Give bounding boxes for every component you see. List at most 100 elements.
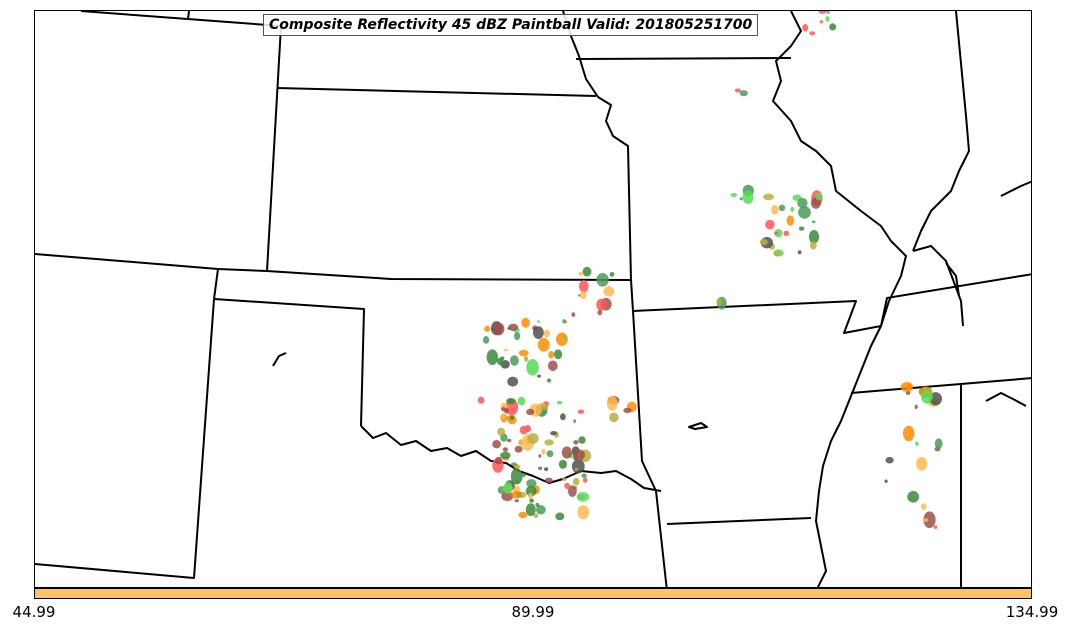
colorbar-tick-label: 134.99 <box>1005 603 1059 621</box>
reflectivity-blob <box>477 396 485 404</box>
reflectivity-blob <box>819 20 824 24</box>
reflectivity-blob <box>582 266 592 277</box>
reflectivity-blob <box>562 477 567 481</box>
reflectivity-blob <box>541 448 546 455</box>
reflectivity-blob <box>798 206 811 219</box>
boundary-line <box>772 11 907 587</box>
reflectivity-blob <box>500 451 511 459</box>
reflectivity-blob <box>765 219 775 230</box>
lake-outline <box>985 392 1027 407</box>
reflectivity-blob <box>558 459 568 469</box>
reflectivity-blob <box>797 250 802 255</box>
reflectivity-blob <box>578 272 583 276</box>
reflectivity-blob <box>574 467 579 471</box>
reflectivity-blob <box>492 440 501 449</box>
reflectivity-blob <box>500 413 506 420</box>
reflectivity-blob <box>546 378 552 383</box>
reflectivity-blob <box>504 408 509 414</box>
reflectivity-blob <box>934 438 943 449</box>
boundary-line <box>80 11 282 27</box>
reflectivity-blob <box>571 459 585 474</box>
boundary-line <box>360 425 662 492</box>
reflectivity-blob <box>511 490 522 499</box>
colorbar-tick-label: 44.99 <box>12 603 56 621</box>
reflectivity-blob <box>523 356 529 362</box>
boundary-line <box>630 273 1031 334</box>
reflectivity-blob <box>504 348 508 352</box>
reflectivity-blob <box>538 454 542 458</box>
boundary-line <box>213 268 219 300</box>
reflectivity-blob <box>526 359 539 376</box>
reflectivity-blob <box>538 466 543 470</box>
reflectivity-blob <box>579 280 589 293</box>
reflectivity-blob <box>544 439 554 446</box>
reflectivity-blob <box>572 477 580 486</box>
boundary-line <box>187 11 190 20</box>
state-boundaries <box>35 11 1031 587</box>
reflectivity-blob <box>597 309 603 316</box>
boundary-line <box>276 87 597 97</box>
boundary-line <box>912 11 970 252</box>
reflectivity-blob <box>510 462 518 467</box>
boundary-line <box>1000 180 1031 197</box>
reflectivity-blob <box>560 413 566 421</box>
reflectivity-blob <box>818 11 827 14</box>
reflectivity-blob <box>514 445 523 453</box>
reflectivity-blob <box>510 415 514 421</box>
reflectivity-blob <box>526 408 535 416</box>
reflectivity-blob <box>790 206 795 212</box>
reflectivity-blob <box>885 456 894 464</box>
reflectivity-blob <box>501 491 514 502</box>
reflectivity-blob <box>506 398 516 405</box>
reflectivity-blob <box>802 24 809 32</box>
reflectivity-blob <box>547 360 558 372</box>
reflectivity-blob <box>535 502 540 507</box>
reflectivity-blob <box>921 389 933 404</box>
reflectivity-blob <box>518 349 529 357</box>
reflectivity-blob <box>533 513 539 518</box>
reflectivity-blob <box>884 479 888 483</box>
reflectivity-blob <box>529 498 534 503</box>
reflectivity-blob <box>716 298 722 306</box>
reflectivity-blobs <box>477 11 943 529</box>
reflectivity-blob <box>544 467 549 471</box>
reflectivity-blob <box>527 433 539 444</box>
reflectivity-blob <box>825 16 830 22</box>
reflectivity-blob <box>596 298 607 311</box>
reflectivity-blob <box>906 383 912 390</box>
lake-outline <box>272 352 287 367</box>
reflectivity-blob <box>771 204 779 215</box>
reflectivity-blob <box>543 329 550 338</box>
reflectivity-blob <box>507 438 512 443</box>
reflectivity-blob <box>573 449 585 461</box>
reflectivity-blob <box>798 226 805 231</box>
map-title: Composite Reflectivity 45 dBZ Paintball … <box>263 14 759 36</box>
reflectivity-blob <box>510 468 523 485</box>
reflectivity-blob <box>544 477 553 483</box>
reflectivity-blob <box>734 88 742 93</box>
reflectivity-blob <box>923 518 929 522</box>
reflectivity-blob <box>573 440 579 445</box>
boundary-line <box>850 383 962 587</box>
reflectivity-blob <box>562 319 567 324</box>
reflectivity-blob <box>907 491 920 503</box>
reflectivity-blob <box>525 503 536 517</box>
reflectivity-blob <box>537 374 542 378</box>
reflectivity-blob <box>497 427 506 436</box>
reflectivity-blob <box>536 320 541 323</box>
reflectivity-blob <box>484 325 491 332</box>
reflectivity-blob <box>507 376 519 387</box>
reflectivity-blob <box>915 441 919 447</box>
reflectivity-blob <box>759 238 768 246</box>
reflectivity-blob <box>550 431 557 436</box>
reflectivity-blob <box>609 272 615 277</box>
reflectivity-blob <box>518 511 528 519</box>
reflectivity-blob <box>502 447 508 452</box>
reflectivity-blob <box>521 317 530 328</box>
boundary-line <box>213 298 365 427</box>
reflectivity-blob <box>914 404 918 409</box>
reflectivity-blob <box>773 250 781 257</box>
reflectivity-blob <box>581 473 587 478</box>
reflectivity-blob <box>577 505 589 520</box>
reflectivity-blob <box>503 481 513 494</box>
